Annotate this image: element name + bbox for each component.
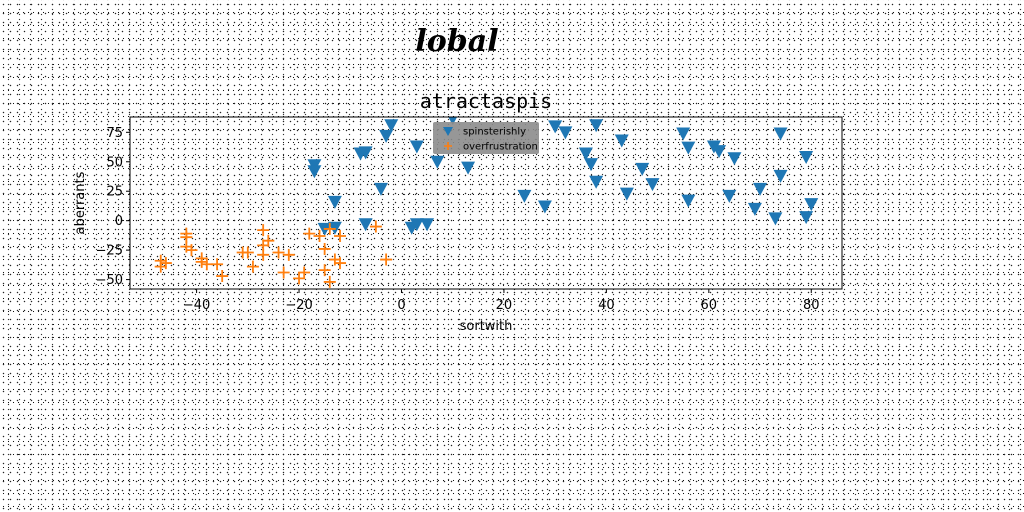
y-tick-label: 50 (106, 155, 123, 170)
plus-point (180, 227, 193, 240)
triangle-point (773, 127, 788, 141)
triangle-point (517, 189, 532, 203)
y-tick-label: 0 (115, 214, 123, 229)
triangle-point (804, 198, 819, 212)
plus-point (380, 253, 393, 266)
legend-label: overfrustration (463, 142, 538, 153)
plus-point (246, 260, 259, 273)
triangle-point (619, 187, 634, 201)
plus-point (323, 275, 336, 288)
plus-point (185, 244, 198, 257)
x-axis: −40 −20 0 20 40 60 80 (183, 289, 820, 313)
plus-point (303, 227, 316, 240)
triangle-point (558, 126, 573, 140)
plus-point (272, 246, 285, 259)
plus-point (277, 266, 290, 279)
plus-point (200, 258, 213, 271)
plus-point (323, 222, 336, 235)
triangle-point (645, 178, 660, 192)
triangle-point (773, 169, 788, 183)
triangle-point (681, 141, 696, 155)
triangle-point (799, 211, 814, 225)
y-tick-label: −25 (96, 244, 123, 259)
legend-marker-plus (444, 142, 452, 150)
triangle-point (681, 194, 696, 208)
triangle-point (584, 158, 599, 172)
triangle-point (753, 182, 768, 196)
triangle-point (722, 189, 737, 203)
plus-point (159, 257, 172, 270)
triangle-point (768, 212, 783, 226)
triangle-point (578, 147, 593, 161)
triangle-point (358, 146, 373, 160)
plus-point (334, 257, 347, 270)
legend-box (433, 122, 539, 154)
plus-point (216, 270, 229, 283)
plus-point (318, 242, 331, 255)
y-tick-label: 25 (106, 185, 123, 200)
triangle-point (358, 218, 373, 232)
plot-area (154, 117, 819, 288)
x-tick-label: 80 (803, 298, 820, 313)
x-tick-label: −40 (183, 298, 210, 313)
x-tick-label: 40 (598, 298, 615, 313)
y-axis-label: aberrants (73, 171, 88, 234)
triangle-point (307, 165, 322, 179)
triangle-point (448, 117, 458, 126)
triangle-point (379, 129, 394, 143)
triangle-point (537, 200, 552, 214)
plus-point (211, 258, 224, 271)
triangle-point (727, 152, 742, 166)
plus-point (313, 229, 326, 242)
triangle-point (589, 175, 604, 189)
triangle-point (548, 120, 563, 134)
x-tick-label: 60 (701, 298, 718, 313)
triangle-point (589, 119, 604, 133)
y-tick-label: 75 (106, 126, 123, 141)
plus-point (298, 266, 311, 279)
triangle-point (409, 140, 424, 154)
triangle-point (327, 195, 342, 209)
triangle-point (614, 134, 629, 148)
plus-point (195, 255, 208, 268)
plus-point (293, 272, 306, 285)
plus-point (369, 220, 382, 233)
y-tick-label: −50 (96, 273, 123, 288)
plus-point (241, 246, 254, 259)
triangle-point (747, 202, 762, 216)
legend-marker-triangle (443, 127, 453, 136)
y-axis: −50 −25 0 25 50 75 (96, 126, 130, 288)
x-axis-label: sortwith (460, 319, 513, 334)
x-tick-label: 0 (397, 298, 405, 313)
plus-point (257, 224, 270, 237)
legend-label: spinsterishly (463, 127, 526, 138)
triangle-point (676, 127, 691, 141)
plus-point (282, 248, 295, 261)
triangle-point (409, 218, 424, 232)
plot-frame (129, 116, 843, 290)
triangle-point (461, 161, 476, 175)
page-title: lobal (415, 24, 499, 59)
x-tick-label: −20 (285, 298, 312, 313)
plus-point (334, 229, 347, 242)
triangle-point (430, 155, 445, 169)
chart-title: atractaspis (420, 89, 552, 113)
legend: spinsterishly overfrustration (433, 122, 539, 154)
triangle-point (799, 151, 814, 165)
x-tick-label: 20 (496, 298, 513, 313)
triangle-point (373, 182, 388, 196)
plus-point (262, 234, 275, 247)
triangle-point (635, 162, 650, 176)
triangle-point (420, 218, 435, 232)
triangle-point (712, 145, 727, 159)
triangle-point (384, 119, 399, 133)
plus-point (318, 264, 331, 277)
